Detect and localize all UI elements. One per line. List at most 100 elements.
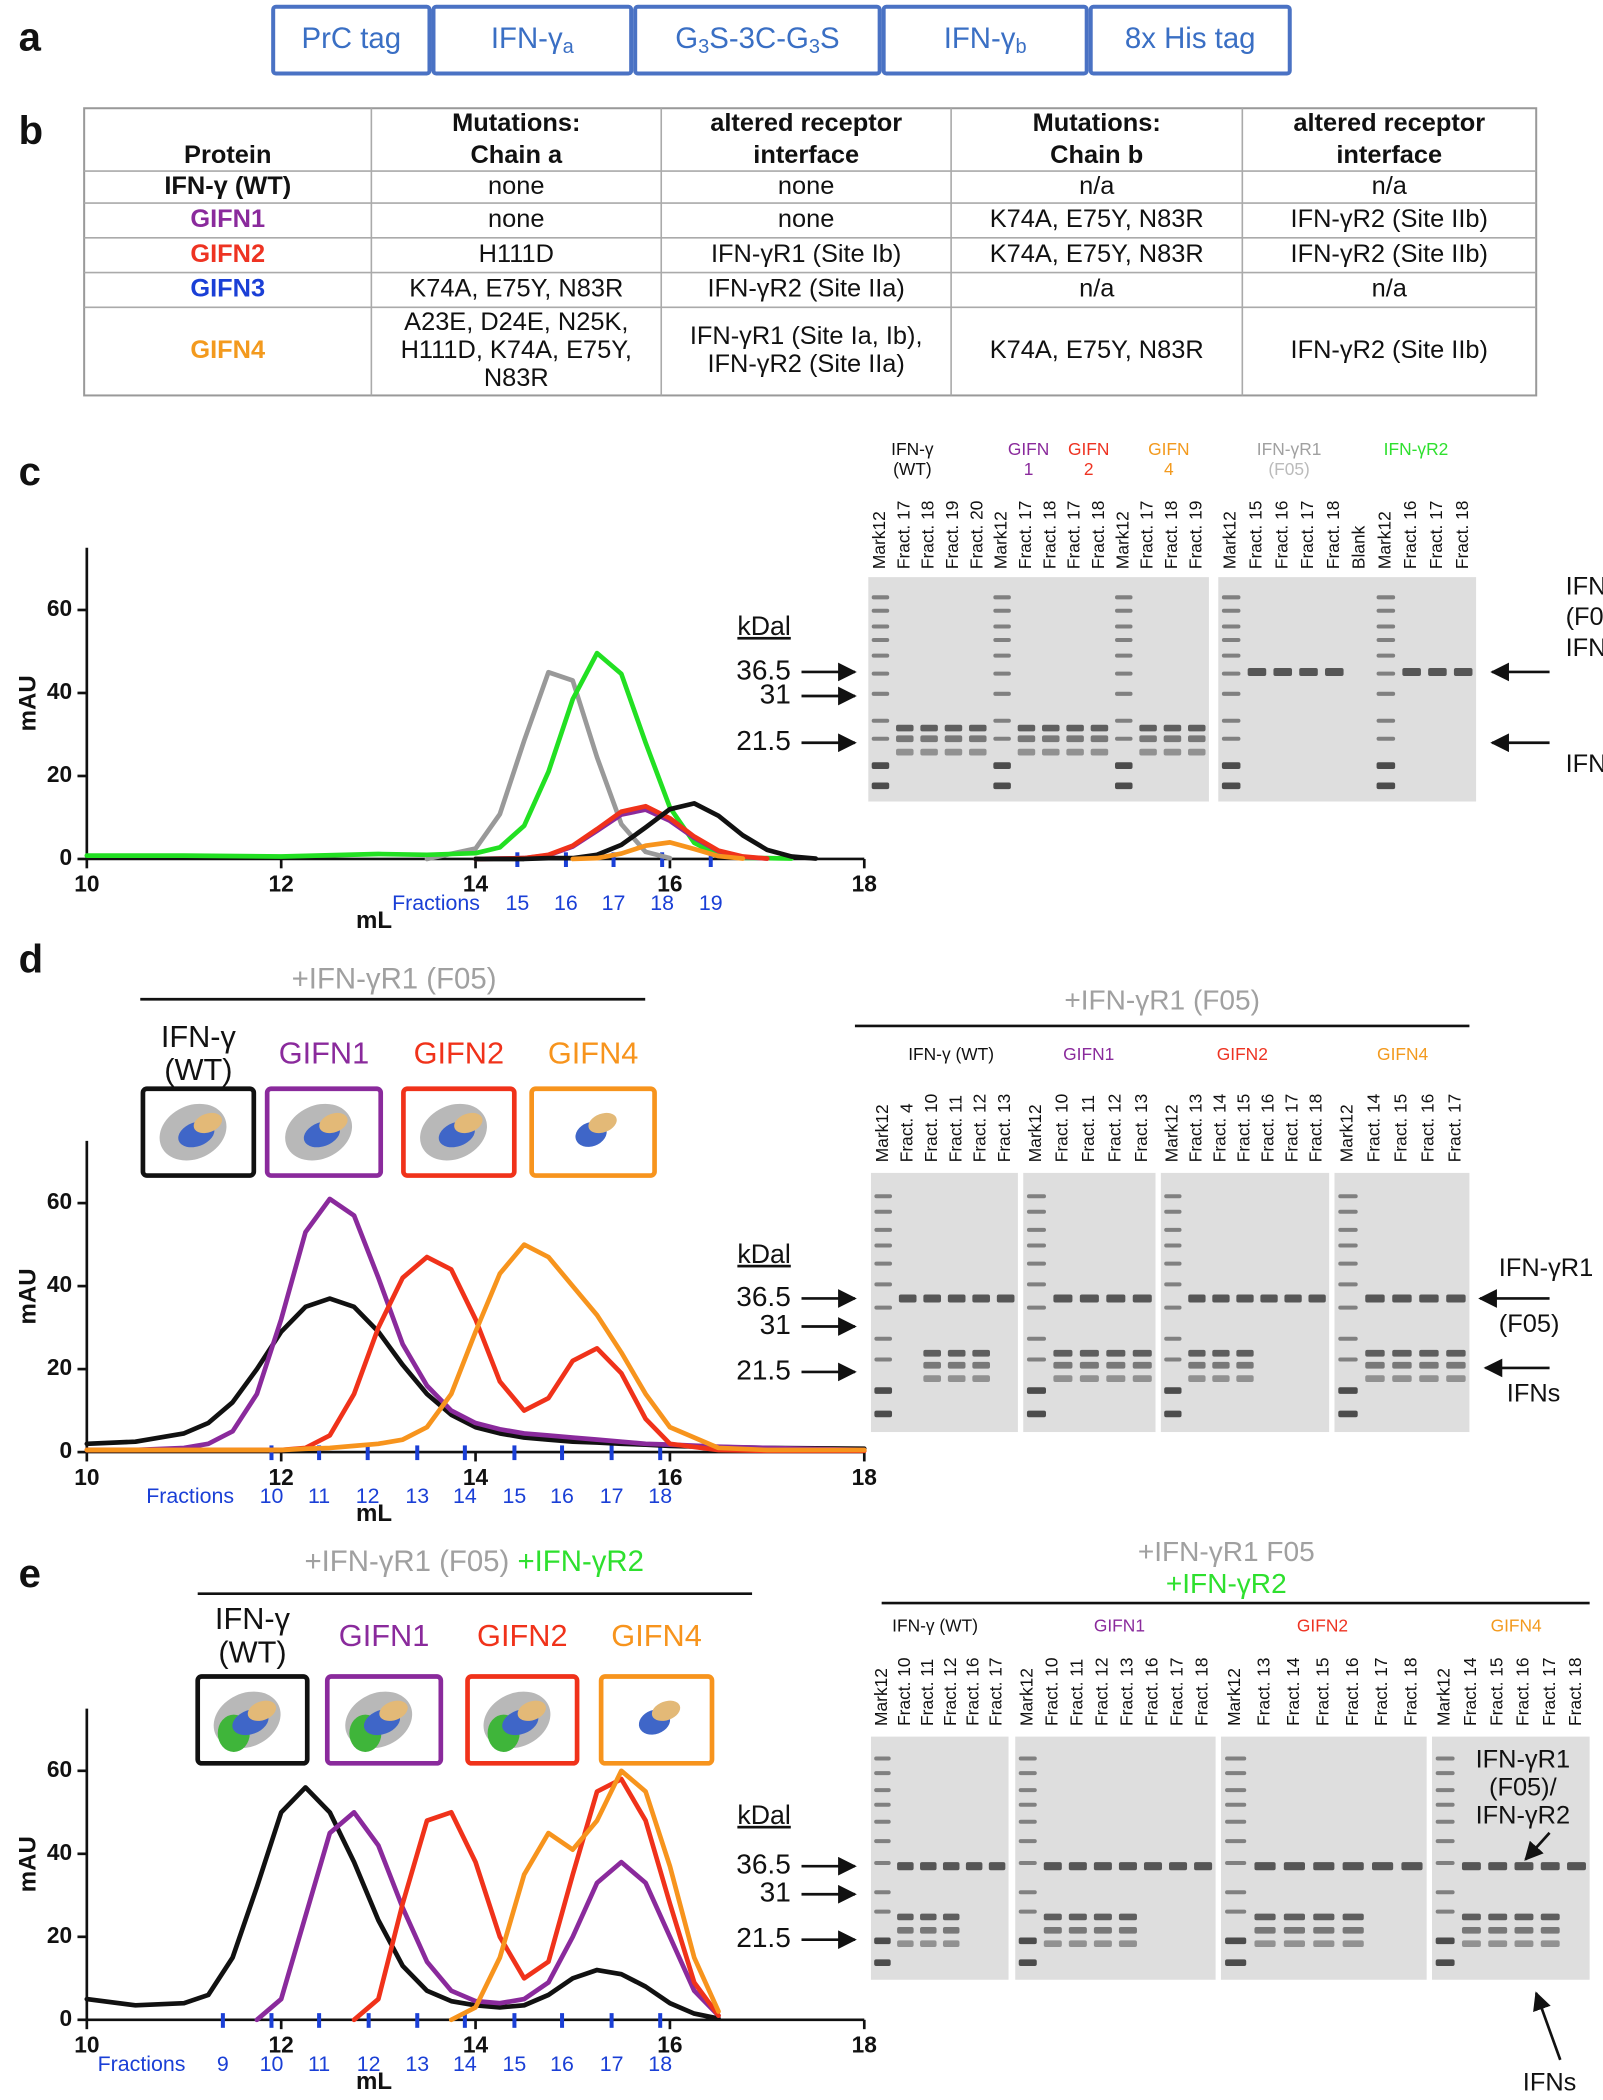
gel-band: [1283, 1862, 1306, 1871]
fraction-label: 16: [550, 2052, 574, 2076]
construct-label: 8x His tag: [1125, 22, 1256, 55]
gel-band: [874, 1861, 891, 1866]
lane-label: Mark12: [1220, 511, 1240, 569]
gel-band: [896, 724, 914, 732]
fractions-title: Fractions: [98, 2052, 186, 2076]
table-header: altered receptor: [710, 109, 902, 137]
gel-image: [870, 1736, 1009, 1980]
x-tick-label: 12: [269, 1464, 294, 1490]
gel-band: [1254, 1862, 1276, 1871]
legend-label: GIFN1: [279, 1035, 369, 1070]
lane-label: Mark12: [1112, 511, 1132, 569]
lane-label: Fract. 15: [1246, 501, 1266, 570]
lane-label: Fract. 17: [1539, 1657, 1559, 1726]
gel-band: [988, 1862, 1006, 1871]
gel-band: [1540, 1940, 1560, 1948]
y-tick-label: 40: [47, 1839, 72, 1865]
gel-band: [874, 1387, 893, 1394]
gel-band: [1342, 1926, 1364, 1934]
gel-band: [1225, 1771, 1247, 1776]
table-cell: K74A, E75Y, N83R: [990, 240, 1204, 268]
gel-band: [1376, 762, 1396, 769]
gel-band: [993, 595, 1011, 600]
gel-band: [874, 1802, 891, 1807]
x-tick-label: 10: [74, 2032, 99, 2058]
lane-label: Mark12: [1434, 1668, 1454, 1726]
gel-band: [993, 782, 1011, 790]
gel-side-label: IFNs: [1523, 2069, 1577, 2097]
gel-band: [1093, 1913, 1112, 1921]
gel-band: [993, 691, 1011, 696]
lane-label: Fract. 16: [1258, 1094, 1278, 1163]
x-tick-label: 12: [269, 2032, 294, 2058]
gel-band: [874, 1305, 893, 1310]
gel-band: [1376, 671, 1396, 676]
gel-band: [1066, 748, 1084, 756]
table-header: Protein: [184, 141, 271, 169]
gel-band: [947, 1294, 966, 1303]
fraction-label: 11: [308, 1484, 330, 1508]
gel-band: [1308, 1294, 1326, 1303]
gel-band: [1115, 782, 1133, 790]
gel-band: [874, 1336, 893, 1341]
table-header: Chain b: [1050, 141, 1143, 169]
gel-band: [1338, 1282, 1358, 1287]
gel-band: [947, 1375, 966, 1382]
gel-group-label: (F05): [1268, 459, 1309, 479]
fraction-label: 17: [600, 1484, 624, 1508]
x-axis-label: mL: [356, 1500, 392, 1527]
gel-band: [1018, 1959, 1037, 1967]
gel-band: [947, 1349, 966, 1357]
lane-label: Mark12: [991, 511, 1011, 569]
protein-name: GIFN4: [190, 336, 265, 364]
y-tick-label: 20: [47, 1354, 72, 1380]
gel-band: [1164, 1387, 1182, 1394]
gel-band: [1093, 1862, 1112, 1871]
gel-band: [1026, 1305, 1046, 1310]
gel-band: [944, 724, 963, 732]
gel-band: [1118, 1862, 1137, 1871]
gel-band: [871, 736, 890, 741]
lane-label: Mark12: [871, 1668, 891, 1726]
lane-label: Fract. 18: [1161, 501, 1181, 570]
gel-band: [1325, 667, 1344, 676]
lane-label: Fract. 17: [1064, 501, 1084, 570]
gel-band: [1139, 735, 1157, 743]
gel-band: [871, 782, 890, 790]
gel-band: [1212, 1375, 1230, 1382]
fraction-label: 15: [503, 1484, 527, 1508]
lane-label: Fract. 17: [1015, 501, 1035, 570]
panel-letter: c: [19, 450, 41, 494]
gel-band: [1392, 1375, 1412, 1382]
x-tick-label: 18: [852, 2032, 877, 2058]
lane-label: Fract. 16: [963, 1657, 983, 1725]
gel-band: [1115, 718, 1133, 723]
table-cell: A23E, D24E, N25K,: [404, 308, 628, 336]
gel-band: [942, 1926, 960, 1934]
gel-band: [920, 735, 938, 743]
gel-band: [1068, 1940, 1087, 1948]
table-cell: IFN-γR2 (Site IIb): [1291, 336, 1488, 364]
table-header: interface: [753, 141, 859, 169]
lane-label: Fract. 10: [1041, 1657, 1061, 1725]
fraction-label: 18: [648, 2052, 672, 2076]
construct-text: G: [675, 22, 698, 55]
lane-label: Fract. 16: [1418, 1094, 1438, 1162]
marker-label: 21.5: [736, 725, 791, 756]
gel-band: [969, 735, 987, 743]
lane-label: Fract. 15: [1391, 1094, 1411, 1162]
construct-subscript: 3: [698, 36, 709, 58]
gel-band: [1164, 1305, 1182, 1310]
lane-label: Fract. 16: [1342, 1657, 1362, 1725]
gel-band: [1188, 724, 1206, 732]
gel-band: [1164, 1243, 1182, 1248]
gel-band: [871, 653, 890, 658]
marker-label: 36.5: [736, 1281, 791, 1312]
gel-band: [996, 1294, 1015, 1303]
lane-label: Fract. 12: [940, 1657, 960, 1725]
gel-group-label: GIFN4: [1491, 1616, 1542, 1636]
gel-side-label: IFN-γR1: [1499, 1254, 1593, 1282]
table-cell: none: [778, 205, 834, 233]
lane-label: Fract. 13: [1254, 1657, 1274, 1725]
y-tick-label: 20: [47, 1922, 72, 1948]
